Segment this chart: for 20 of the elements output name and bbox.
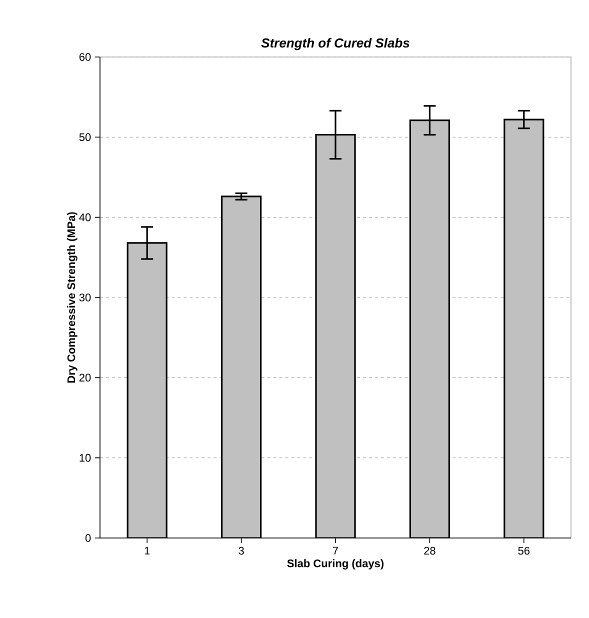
x-tick-label: 1 xyxy=(144,546,150,554)
y-tick-label: 10 xyxy=(80,454,91,462)
bar xyxy=(221,196,262,538)
x-tick-label: 3 xyxy=(238,546,244,555)
y-tick-label: 50 xyxy=(79,133,91,142)
y-tick-label: 40 xyxy=(79,213,91,222)
bar xyxy=(315,134,356,538)
bar xyxy=(504,118,544,538)
bar xyxy=(126,242,168,538)
x-tick-label: 56 xyxy=(518,546,530,555)
bar xyxy=(409,120,450,538)
y-tick-label: 0 xyxy=(85,534,91,542)
y-axis-title: Dry Compressive Strength (MPa) xyxy=(67,212,78,383)
chart-title: Strength of Cured Slabs xyxy=(261,38,410,50)
y-tick-label: 20 xyxy=(79,374,91,382)
x-tick-label: 7 xyxy=(333,546,338,554)
x-axis-title: Slab Curing (days) xyxy=(287,559,384,570)
y-tick-label: 30 xyxy=(79,294,91,302)
x-tick-label: 28 xyxy=(424,546,436,555)
y-tick-label: 60 xyxy=(79,53,91,61)
